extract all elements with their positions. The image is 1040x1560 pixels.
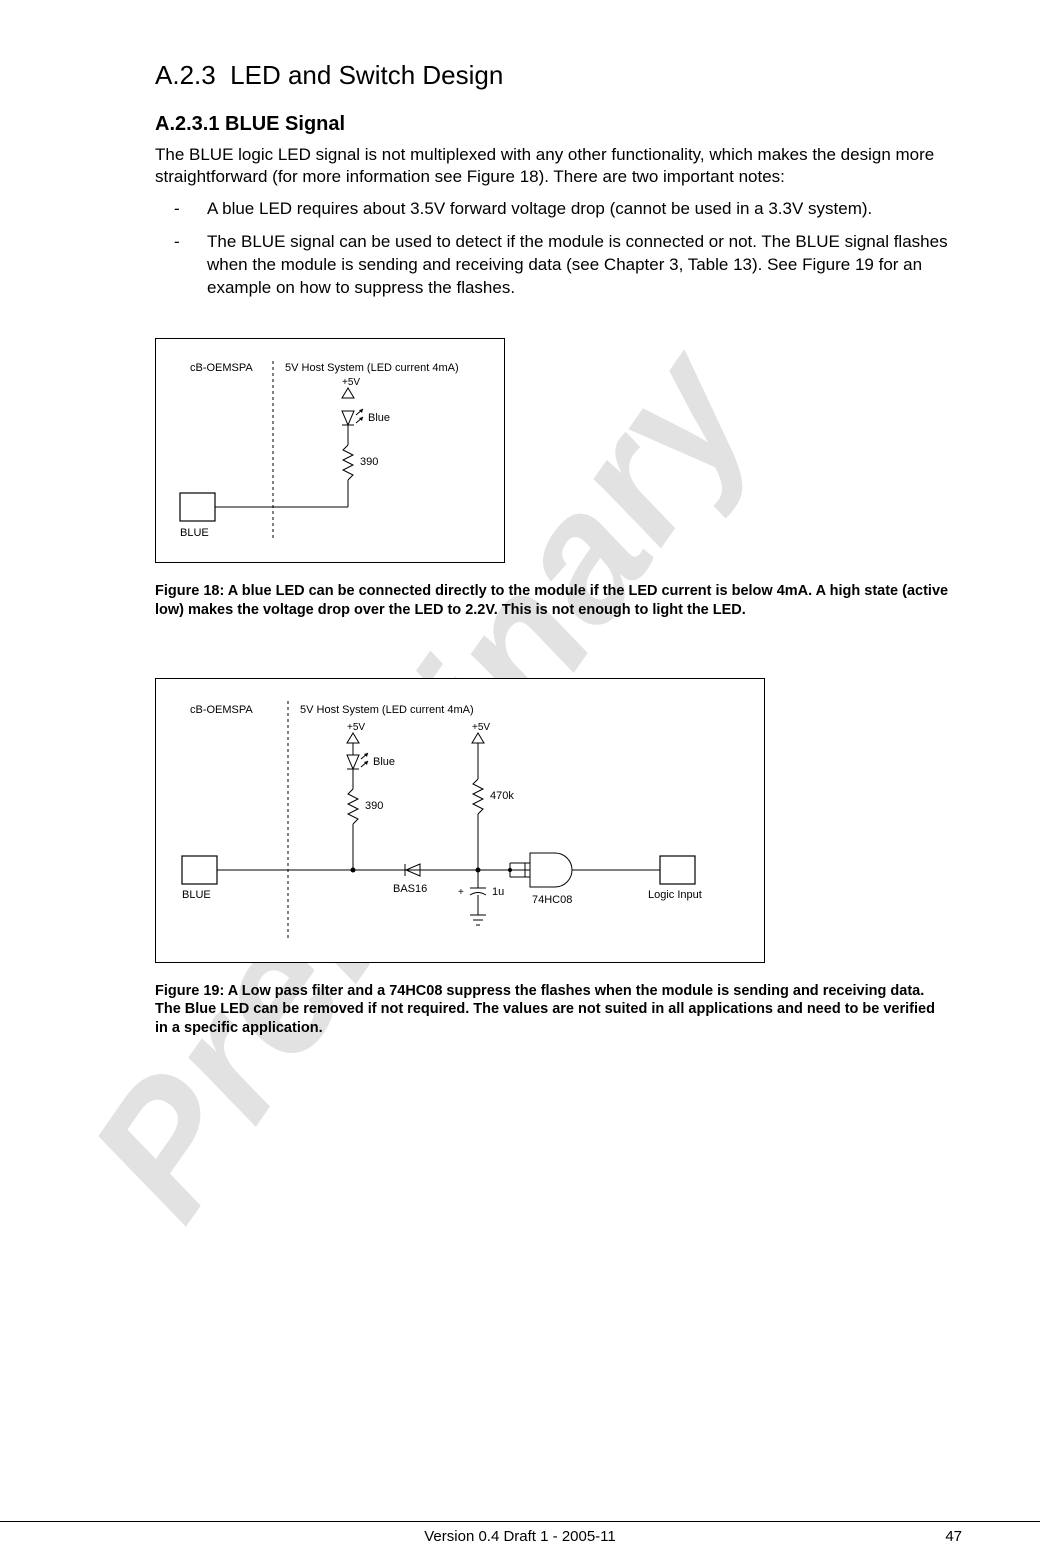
figure-18-svg: cB-OEMSPA 5V Host System (LED current 4m… — [170, 353, 470, 548]
fig18-signal-label: BLUE — [180, 527, 209, 539]
page-content: A.2.3 LED and Switch Design A.2.3.1 BLUE… — [0, 0, 1040, 1038]
subsection-title-text: BLUE Signal — [225, 113, 345, 135]
figure-19-caption: Figure 19: A Low pass filter and a 74HC0… — [155, 982, 950, 1039]
page-footer: Version 0.4 Draft 1 - 2005-11 47 — [0, 1521, 1040, 1528]
figure-19-box: cB-OEMSPA 5V Host System (LED current 4m… — [155, 678, 765, 963]
fig18-host-label: 5V Host System (LED current 4mA) — [285, 362, 459, 374]
section-number: A.2.3 — [155, 60, 216, 90]
fig19-gate-label: 74HC08 — [532, 894, 572, 906]
fig19-logic-label: Logic Input — [648, 889, 702, 901]
footer-version: Version 0.4 Draft 1 - 2005-11 — [424, 1528, 616, 1545]
fig19-diode-label: BAS16 — [393, 883, 427, 895]
intro-paragraph: The BLUE logic LED signal is not multipl… — [155, 144, 950, 188]
subsection-number: A.2.3.1 — [155, 113, 219, 135]
fig19-vcc2-label: +5V — [472, 722, 490, 733]
fig18-resistor-label: 390 — [360, 456, 378, 468]
list-item: The BLUE signal can be used to detect if… — [155, 231, 950, 300]
fig19-signal-label: BLUE — [182, 889, 211, 901]
fig19-r-pull-label: 470k — [490, 790, 514, 802]
svg-text:+: + — [458, 887, 464, 898]
figure-19-svg: cB-OEMSPA 5V Host System (LED current 4m… — [170, 693, 730, 948]
fig18-led-label: Blue — [368, 412, 390, 424]
notes-list: A blue LED requires about 3.5V forward v… — [155, 198, 950, 300]
fig18-vcc-label: +5V — [342, 377, 360, 388]
fig19-vcc1-label: +5V — [347, 722, 365, 733]
section-heading: A.2.3 LED and Switch Design — [155, 60, 950, 91]
fig19-cap-label: 1u — [492, 886, 504, 898]
section-title-text: LED and Switch Design — [230, 60, 503, 90]
fig19-module-label: cB-OEMSPA — [190, 704, 253, 716]
fig18-module-label: cB-OEMSPA — [190, 362, 253, 374]
fig19-host-label: 5V Host System (LED current 4mA) — [300, 704, 474, 716]
figure-18-box: cB-OEMSPA 5V Host System (LED current 4m… — [155, 338, 505, 563]
figure-18-caption: Figure 18: A blue LED can be connected d… — [155, 582, 950, 620]
list-item: A blue LED requires about 3.5V forward v… — [155, 198, 950, 221]
fig19-r-led-label: 390 — [365, 800, 383, 812]
fig19-led-label: Blue — [373, 756, 395, 768]
subsection-heading: A.2.3.1 BLUE Signal — [155, 113, 950, 136]
footer-page-number: 47 — [945, 1528, 962, 1545]
